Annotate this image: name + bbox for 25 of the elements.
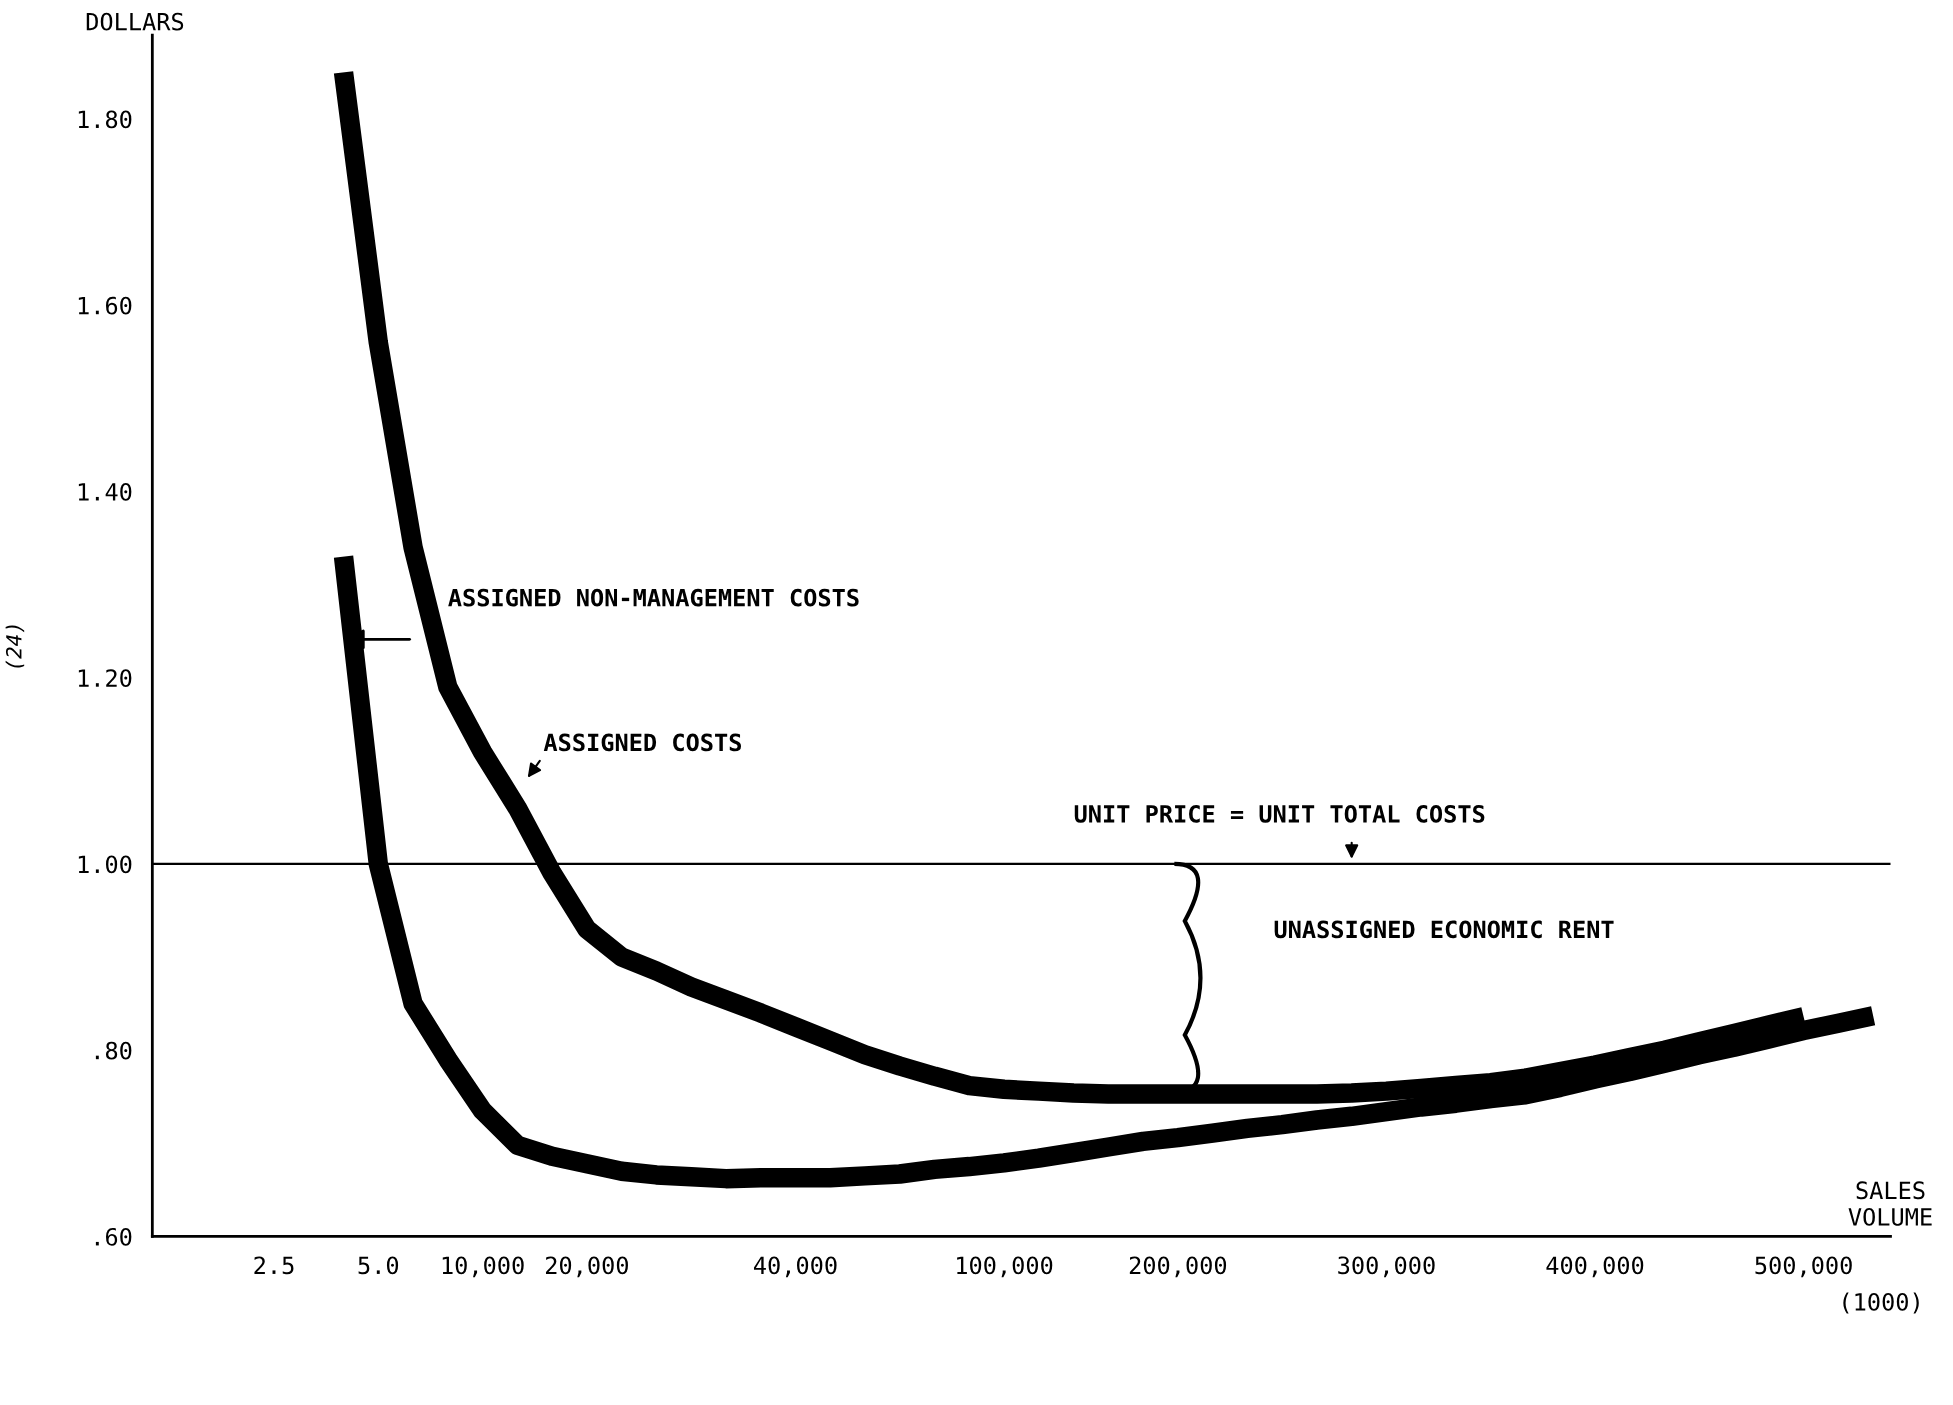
x-tick-label: 40,000 [753, 1256, 837, 1278]
y-tick-label: 1.80 [78, 110, 132, 129]
y-axis-title: DOLLARS [86, 12, 184, 31]
x-tick-label: 10,000 [442, 1256, 524, 1278]
text: (1000) [1843, 1292, 1919, 1314]
x-tick-label: 100,000 [957, 1256, 1053, 1278]
annotation: UNIT PRICE = UNIT TOTAL COSTS [1074, 804, 1485, 823]
x-tick-label: 20,000 [545, 1256, 628, 1278]
annotation: UNASSIGNED ECONOMIC RENT [1274, 920, 1614, 939]
y-tick-label: 1.20 [78, 669, 132, 688]
y-tick-label: 1.00 [78, 855, 132, 874]
x-tick-label: 400,000 [1546, 1256, 1644, 1278]
x-tick-label: 300,000 [1338, 1256, 1435, 1278]
x-tick-label: 2.5 [254, 1256, 294, 1275]
x-tick-label: 5.0 [358, 1256, 399, 1275]
x-tick-label: 200,000 [1129, 1256, 1227, 1278]
text: (24) [5, 625, 25, 668]
y-tick-label: .80 [95, 1041, 132, 1060]
y-tick-label: 1.60 [78, 296, 132, 315]
x-axis-title: SALES VOLUME [1848, 1181, 1932, 1226]
y-tick-label: 1.40 [78, 482, 132, 501]
annotation: ASSIGNED NON-MANAGEMENT COSTS [448, 588, 859, 607]
x-tick-label: 500,000 [1755, 1256, 1852, 1278]
y-tick-label: .60 [95, 1227, 132, 1246]
annotation: ASSIGNED COSTS [543, 733, 742, 752]
